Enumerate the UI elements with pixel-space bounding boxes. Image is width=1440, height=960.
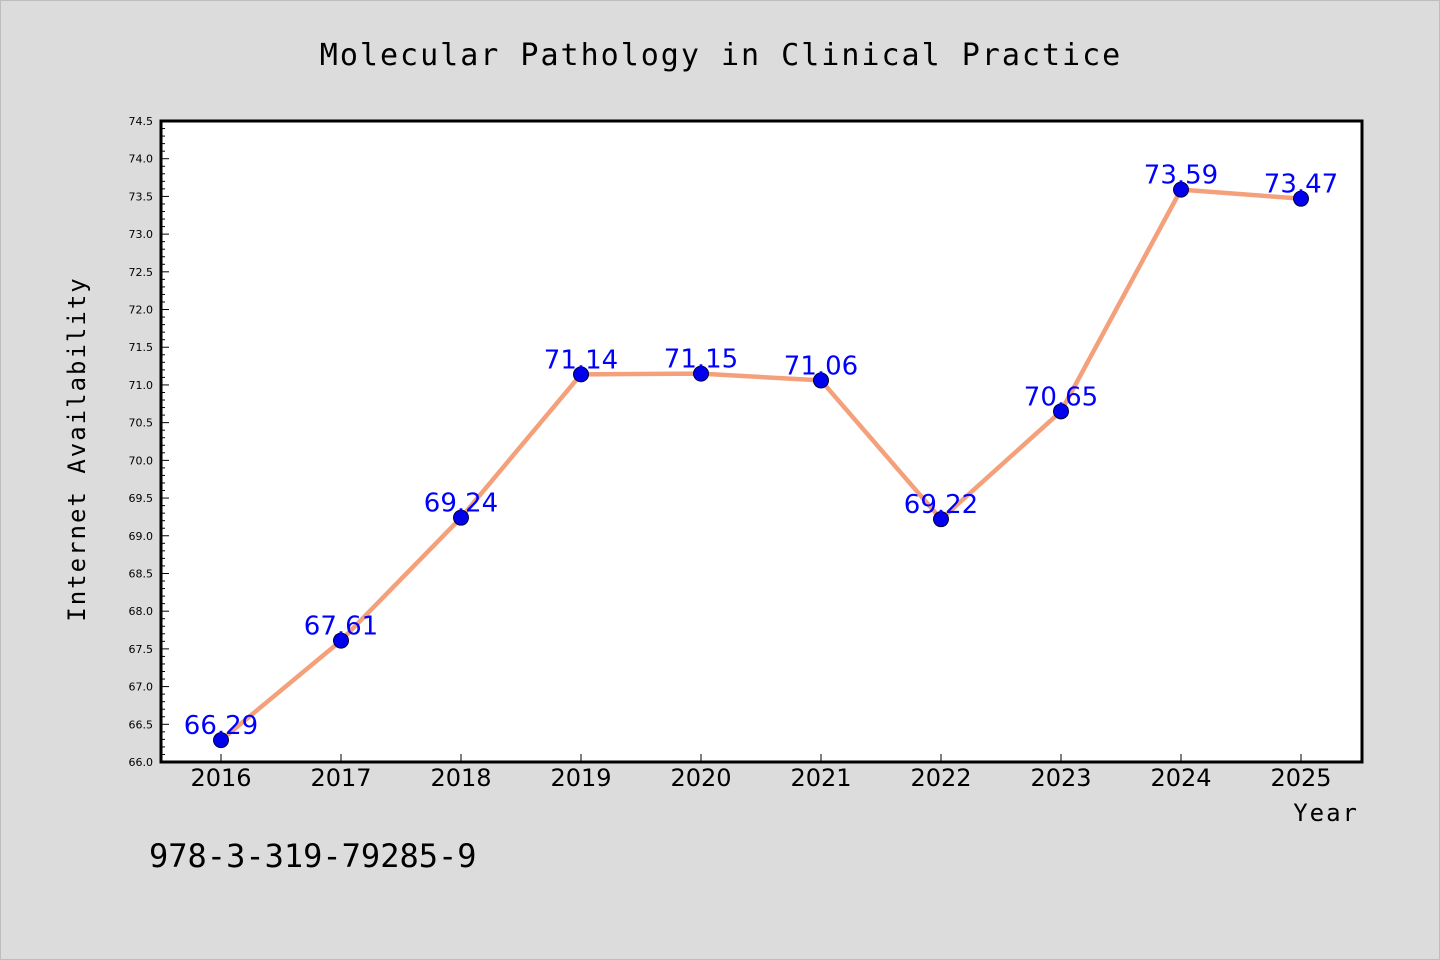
data-label: 73.47 <box>1264 170 1338 200</box>
chart-title: Molecular Pathology in Clinical Practice <box>320 38 1122 73</box>
series-data-labels: 66.29 67.61 69.24 71.14 71.15 71.06 69.22 70.65… <box>184 161 1338 742</box>
x-tick-label: 2017 <box>310 764 371 792</box>
series-markers <box>213 181 1309 749</box>
data-point <box>333 632 349 649</box>
data-label: 67.61 <box>304 612 378 642</box>
data-point <box>213 732 229 749</box>
data-label: 70.65 <box>1024 382 1098 412</box>
y-axis-label: Internet Availability <box>63 276 91 621</box>
y-tick-label: 70.5 <box>129 417 154 430</box>
y-tick-label: 73.5 <box>129 190 154 203</box>
y-tick-label: 68.5 <box>129 567 154 580</box>
data-label: 71.06 <box>784 351 858 381</box>
x-tick-label: 2018 <box>430 764 491 792</box>
data-point <box>693 365 709 382</box>
data-label: 71.14 <box>544 345 618 375</box>
y-tick-label: 72.5 <box>129 266 154 279</box>
x-tick-label: 2021 <box>790 764 851 792</box>
y-tick-label: 67.0 <box>129 681 154 694</box>
data-point <box>813 372 829 389</box>
data-point <box>1053 403 1069 420</box>
data-label: 69.22 <box>904 490 978 520</box>
data-label: 71.15 <box>664 345 738 375</box>
y-tick-label: 74.0 <box>129 153 154 166</box>
x-tick-label: 2019 <box>550 764 611 792</box>
x-tick-label: 2023 <box>1030 764 1091 792</box>
data-label: 66.29 <box>184 711 258 741</box>
y-axis-ticks: 66.0 66.5 67.0 67.5 68.0 68.5 69.0 69.5 70.0 70.5… <box>129 115 169 769</box>
x-tick-label: 2024 <box>1150 764 1211 792</box>
data-label: 69.24 <box>424 489 498 519</box>
y-tick-label: 73.0 <box>129 228 154 241</box>
isbn-text: 978-3-319-79285-9 <box>149 837 477 875</box>
x-tick-label: 2016 <box>190 764 251 792</box>
data-point <box>453 509 469 526</box>
x-tick-label: 2022 <box>910 764 971 792</box>
y-tick-label: 71.5 <box>129 341 154 354</box>
data-point <box>1173 181 1189 198</box>
plot-area <box>159 119 1364 764</box>
y-tick-label: 66.0 <box>129 756 154 769</box>
y-tick-label: 67.5 <box>129 643 154 656</box>
series-line <box>218 187 1304 743</box>
x-tick-label: 2020 <box>670 764 731 792</box>
y-tick-label: 70.0 <box>129 454 154 467</box>
data-point <box>573 366 589 383</box>
y-tick-label: 71.0 <box>129 379 154 392</box>
y-tick-label: 68.0 <box>129 605 154 618</box>
y-tick-label: 69.0 <box>129 530 154 543</box>
y-tick-label: 72.0 <box>129 304 154 317</box>
x-tick-label: 2025 <box>1270 764 1331 792</box>
y-tick-label: 69.5 <box>129 492 154 505</box>
x-axis-label: Year <box>1293 799 1359 827</box>
data-point <box>933 511 949 528</box>
y-tick-label: 66.5 <box>129 718 154 731</box>
data-label: 73.59 <box>1144 161 1218 191</box>
data-point <box>1293 190 1309 207</box>
x-axis-ticks: 2016 2017 2018 2019 2020 2021 2022 2023 2024 2025 <box>190 754 1332 792</box>
y-tick-label: 74.5 <box>129 115 154 128</box>
